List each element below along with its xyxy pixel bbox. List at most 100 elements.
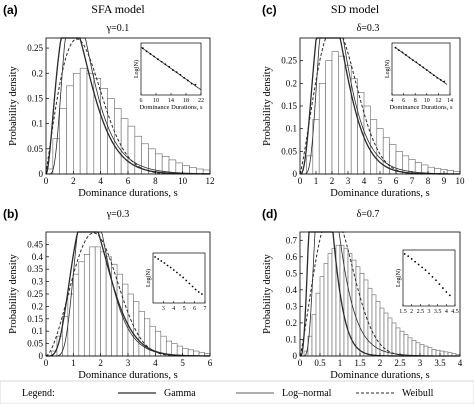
legend-gamma-label: Gamma bbox=[164, 388, 196, 399]
histogram-bar bbox=[435, 349, 441, 357]
inset-x-tick-label: 1.5 bbox=[399, 309, 407, 315]
inset-data-point bbox=[169, 266, 172, 269]
inset-x-tick-label: 3.5 bbox=[434, 309, 442, 315]
inset-data-point bbox=[439, 79, 442, 81]
inset-x-tick-label: 22 bbox=[198, 98, 204, 104]
inset-x-tick-label: 6 bbox=[193, 306, 196, 312]
inset-x-tick-label: 18 bbox=[183, 98, 189, 104]
x-tick-label: 9 bbox=[442, 176, 447, 186]
x-tick-label: 4 bbox=[458, 358, 463, 368]
x-tick-label: 4 bbox=[362, 176, 367, 186]
legend-frame bbox=[0, 380, 474, 404]
histogram-bar bbox=[171, 343, 178, 357]
x-tick-label: 2.5 bbox=[394, 358, 406, 368]
histogram-bar bbox=[120, 118, 129, 175]
inset-x-axis-label: Dominance Durations, s bbox=[139, 104, 202, 111]
y-axis-label: Probability density bbox=[262, 65, 273, 145]
inset-y-axis-label: Log(N) bbox=[384, 60, 391, 78]
y-tick-label: 0.2 bbox=[32, 68, 43, 78]
x-tick-label: 7 bbox=[410, 176, 415, 186]
legend-weibull-label: Weibull bbox=[402, 388, 434, 399]
parameter-label: δ=0.3 bbox=[357, 23, 380, 34]
inset-x-tick-label: 7 bbox=[204, 306, 207, 312]
x-axis-label: Dominance durations, s bbox=[78, 188, 177, 199]
x-tick-label: 8 bbox=[426, 176, 431, 186]
histogram-bar bbox=[423, 345, 429, 357]
inset-data-point bbox=[431, 275, 434, 278]
histogram-bar bbox=[395, 327, 401, 357]
inset-data-point bbox=[153, 55, 156, 58]
y-tick-label: 0 bbox=[39, 351, 44, 361]
histogram-bar bbox=[318, 83, 326, 175]
x-tick-label: 3 bbox=[418, 358, 423, 368]
inset-data-point bbox=[163, 262, 166, 264]
panel-a: (a) γ=0.1 0 2 4 6 8 10 12 0 0.05 0.1 0.15 0.2 0.25 Domi… bbox=[3, 3, 215, 199]
y-tick-label: 0.3 bbox=[32, 277, 44, 287]
inset-data-point bbox=[394, 46, 397, 49]
x-tick-label: 2 bbox=[330, 176, 335, 186]
inset-data-point bbox=[429, 71, 432, 74]
histogram-bar bbox=[331, 51, 339, 175]
inset-data-point bbox=[432, 74, 435, 77]
x-tick-label: 0 bbox=[44, 176, 49, 186]
histogram-bar bbox=[127, 125, 136, 175]
x-tick-label: 3 bbox=[346, 176, 351, 186]
inset-plot: 1.5 2 2.5 3 3.5 4 4.5 Log(N) bbox=[395, 249, 459, 315]
histogram-bar bbox=[114, 108, 122, 175]
inset-data-point bbox=[417, 263, 420, 266]
histogram-bar bbox=[327, 253, 333, 357]
histogram-bar bbox=[73, 273, 80, 357]
inset-data-point bbox=[200, 293, 203, 295]
parameter-label: γ=0.3 bbox=[106, 209, 130, 220]
x-tick-label: 1.5 bbox=[354, 358, 366, 368]
y-tick-label: 0 bbox=[39, 169, 44, 179]
histogram-bar bbox=[383, 312, 389, 357]
inset-data-point bbox=[422, 66, 425, 69]
inset-x-tick-label: 4.5 bbox=[451, 309, 459, 315]
panel-label: (b) bbox=[3, 207, 18, 221]
inset-data-point bbox=[401, 51, 404, 54]
inset-x-tick-label: 5 bbox=[183, 306, 186, 312]
panel-label: (c) bbox=[262, 3, 277, 17]
inset-data-point bbox=[408, 56, 411, 59]
inset-frame bbox=[391, 42, 451, 96]
fit-curve-weibull bbox=[299, 37, 460, 175]
inset-frame bbox=[140, 42, 202, 96]
inset-data-point bbox=[164, 63, 167, 66]
x-tick-label: 0.5 bbox=[314, 358, 326, 368]
histogram-bar bbox=[94, 246, 101, 357]
inset-data-point bbox=[445, 291, 448, 293]
inset-data-point bbox=[175, 71, 178, 74]
inset-data-point bbox=[407, 255, 410, 258]
y-tick-label: 0 bbox=[293, 169, 298, 179]
inset-data-point bbox=[156, 58, 159, 61]
inset-data-point bbox=[410, 258, 413, 260]
y-tick-label: 0.25 bbox=[281, 56, 297, 66]
histogram-bar bbox=[78, 261, 85, 357]
inset-data-point bbox=[424, 269, 427, 272]
histogram-bar bbox=[347, 253, 353, 357]
x-tick-label: 1 bbox=[71, 358, 76, 368]
inset-data-point bbox=[160, 60, 163, 63]
x-tick-label: 12 bbox=[206, 176, 215, 186]
y-tick-label: 0.45 bbox=[27, 239, 43, 249]
y-tick-label: 0.7 bbox=[286, 235, 298, 245]
left-column-title: SFA model bbox=[91, 2, 145, 16]
histogram-bar bbox=[138, 311, 145, 357]
histogram-bar bbox=[355, 266, 361, 357]
x-tick-label: 4 bbox=[98, 176, 103, 186]
inset-data-point bbox=[141, 47, 144, 50]
inset-data-point bbox=[149, 53, 152, 55]
inset-data-point bbox=[179, 274, 181, 276]
histogram-bar bbox=[379, 307, 385, 357]
x-tick-label: 1 bbox=[314, 176, 319, 186]
inset-x-axis-label: Dominance Durations, s bbox=[389, 104, 452, 111]
inset-data-point bbox=[443, 80, 446, 83]
y-tick-label: 0.05 bbox=[27, 144, 43, 154]
inset-data-point bbox=[197, 291, 200, 293]
histogram-bar bbox=[350, 78, 358, 175]
x-tick-label: 10 bbox=[456, 176, 466, 186]
